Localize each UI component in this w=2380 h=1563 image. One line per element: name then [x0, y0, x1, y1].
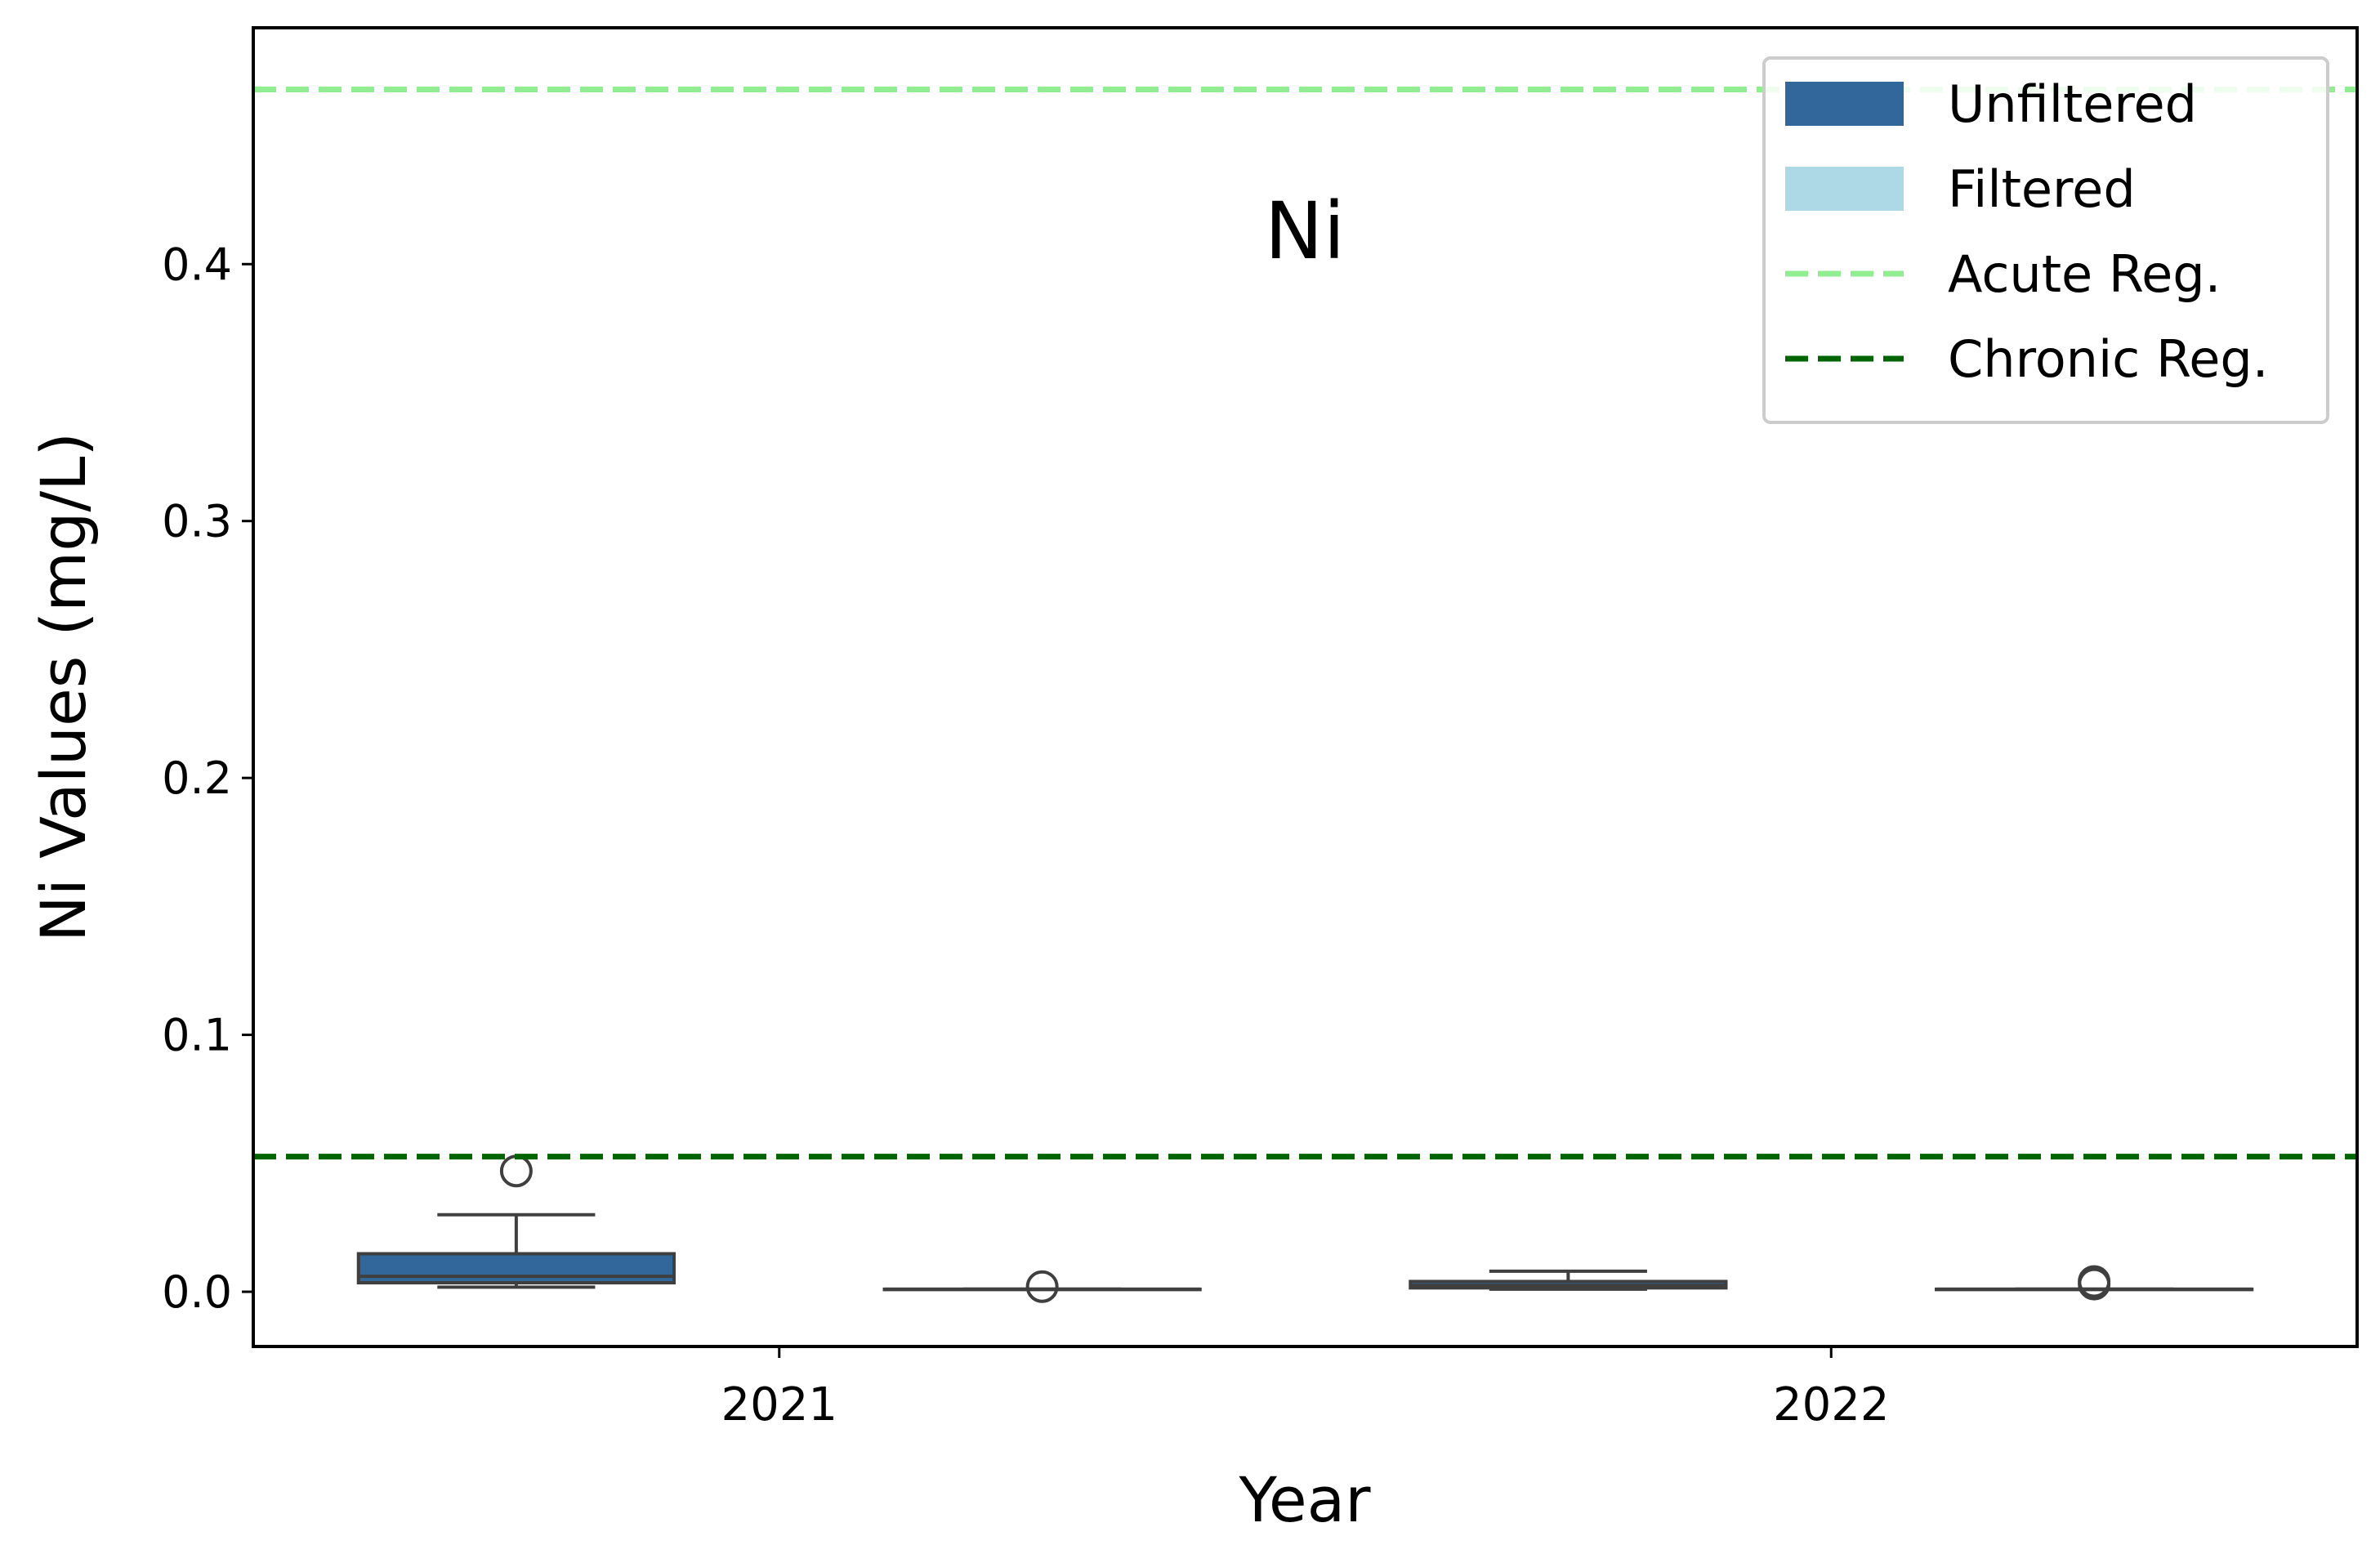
y-tick-label: 0.4: [162, 239, 232, 290]
x-tick-label: 2021: [721, 1378, 837, 1431]
legend-label: Acute Reg.: [1948, 244, 2221, 304]
outlier: [2078, 1267, 2111, 1301]
y-tick-label: 0.2: [162, 752, 232, 804]
legend-label: Filtered: [1948, 159, 2136, 219]
legend-label: Unfiltered: [1948, 74, 2197, 134]
x-axis-label: Year: [1239, 1463, 1372, 1536]
legend-swatch: [1785, 167, 1904, 211]
chart-title: Ni: [1265, 185, 1345, 277]
y-tick-label: 0.3: [162, 496, 232, 547]
x-tick-label: 2022: [1773, 1378, 1890, 1431]
y-tick-label: 0.1: [162, 1010, 232, 1061]
outlier: [499, 1154, 533, 1188]
plot-frame: [252, 26, 2359, 1348]
box: [356, 1252, 676, 1285]
outlier: [1025, 1270, 1059, 1303]
legend-label: Chronic Reg.: [1948, 329, 2268, 389]
y-axis-label: Ni Values (mg/L): [27, 432, 100, 942]
legend-frame: [1762, 56, 2329, 424]
legend: Unfiltered Filtered Acute Reg. Chronic Reg.: [1762, 56, 2329, 424]
legend-swatch: [1785, 82, 1904, 126]
outlier: [2078, 1265, 2111, 1298]
y-tick-label: 0.0: [162, 1266, 232, 1318]
